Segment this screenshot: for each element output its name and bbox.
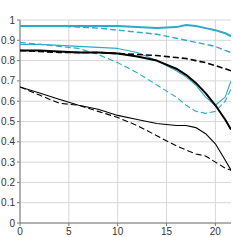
series-line [20, 42, 231, 113]
series-line [20, 87, 231, 170]
grid-line [20, 182, 231, 183]
series-line [20, 44, 231, 105]
tick-label: 0.1 [1, 197, 15, 208]
series-line [20, 50, 231, 129]
grid-line [117, 20, 118, 223]
grid-line [20, 80, 231, 81]
tick-label: 20 [210, 226, 222, 237]
grid-line [20, 101, 231, 102]
tick-label: 0.9 [1, 35, 15, 46]
grid-line [20, 141, 231, 142]
grid-line [20, 162, 231, 163]
tick-label: 10 [112, 226, 124, 237]
tick-label: 0 [17, 226, 23, 237]
series-line [20, 50, 231, 70]
tick-label: 0.7 [1, 75, 15, 86]
grid-line [20, 223, 231, 224]
tick-label: 0.2 [1, 177, 15, 188]
grid-line [20, 202, 231, 203]
tick-label: 5 [66, 226, 72, 237]
grid-line [20, 20, 231, 21]
chart: 00.10.20.30.40.50.60.70.80.9105101520 [0, 0, 233, 237]
tick-label: 0.4 [1, 136, 15, 147]
tick-label: 1 [9, 15, 15, 26]
plot-area [20, 25, 231, 170]
tick-label: 0 [9, 218, 15, 229]
tick-label: 0.5 [1, 116, 15, 127]
tick-label: 0.8 [1, 55, 15, 66]
grid-line [20, 60, 231, 61]
series-line [20, 87, 231, 170]
tick-label: 0.3 [1, 157, 15, 168]
grid-line [215, 20, 216, 223]
grid-line [166, 20, 167, 223]
x-axis [20, 223, 231, 224]
grid-line [20, 40, 231, 41]
grid-line [68, 20, 69, 223]
series-line [20, 26, 231, 52]
tick-label: 0.6 [1, 96, 15, 107]
tick-label: 15 [161, 226, 173, 237]
